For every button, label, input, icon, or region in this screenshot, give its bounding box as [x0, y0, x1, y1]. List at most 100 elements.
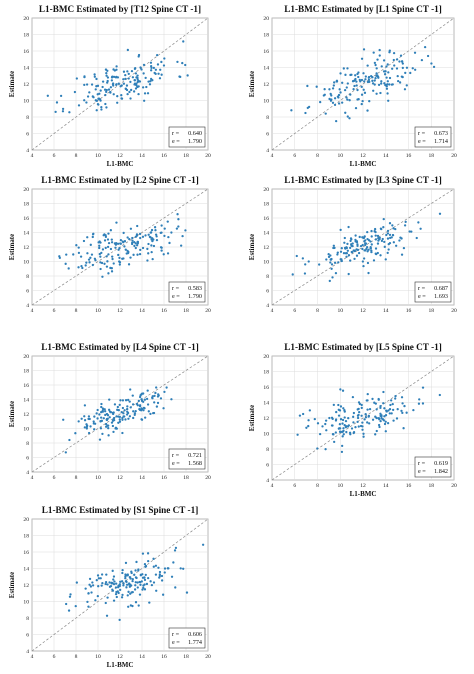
data-point	[338, 409, 342, 412]
data-point	[348, 431, 352, 434]
data-point	[104, 234, 107, 237]
data-point	[358, 402, 361, 406]
data-point	[151, 79, 154, 82]
data-point	[384, 258, 387, 261]
data-point	[335, 119, 338, 123]
data-point	[323, 88, 326, 91]
data-point	[138, 80, 141, 83]
data-point	[112, 68, 115, 71]
data-point	[375, 408, 378, 411]
data-point	[327, 255, 331, 259]
data-point	[378, 237, 381, 241]
data-point	[122, 78, 125, 81]
data-point	[398, 81, 402, 84]
data-point	[405, 84, 408, 87]
data-point	[355, 254, 359, 257]
data-point	[316, 447, 319, 450]
data-point	[139, 394, 142, 397]
data-point	[122, 70, 126, 73]
data-point	[401, 66, 404, 70]
data-point	[338, 423, 342, 426]
e-label: e =	[172, 639, 180, 646]
data-point	[125, 586, 128, 589]
data-point	[362, 88, 365, 91]
data-point	[321, 425, 324, 428]
data-point	[135, 560, 138, 564]
data-point	[119, 242, 122, 245]
data-point	[373, 79, 376, 82]
data-point	[122, 582, 125, 585]
data-point	[401, 402, 404, 405]
data-point	[184, 229, 187, 232]
data-point	[347, 272, 350, 276]
data-point	[115, 427, 118, 430]
data-point	[100, 402, 103, 406]
data-point	[356, 248, 360, 252]
data-point	[85, 261, 88, 264]
data-point	[92, 96, 95, 99]
data-point	[98, 413, 101, 416]
data-point	[151, 258, 154, 261]
data-point	[375, 416, 378, 420]
y-tick-label: 4	[26, 148, 29, 154]
data-point	[404, 71, 407, 75]
x-axis-label: L1-BMC	[350, 490, 377, 498]
data-point	[95, 412, 98, 415]
r-value: 0.673	[434, 130, 448, 137]
data-point	[186, 74, 189, 77]
data-point	[139, 66, 142, 69]
data-point	[350, 427, 354, 430]
r-label: r =	[172, 285, 180, 292]
data-point	[369, 246, 372, 249]
data-point	[75, 244, 78, 247]
data-point	[161, 593, 165, 596]
data-point	[374, 247, 378, 250]
data-point	[343, 416, 346, 419]
data-point	[107, 434, 110, 437]
data-point	[363, 91, 367, 94]
data-point	[104, 425, 108, 428]
data-point	[127, 72, 130, 76]
data-point	[392, 227, 395, 230]
data-point	[46, 94, 49, 97]
data-point	[121, 406, 125, 410]
data-point	[138, 252, 142, 256]
data-point	[99, 577, 102, 580]
data-point	[405, 411, 408, 414]
data-point	[374, 234, 377, 237]
data-point	[342, 433, 345, 436]
data-point	[96, 84, 100, 87]
data-point	[163, 571, 166, 574]
data-point	[101, 85, 104, 89]
data-point	[344, 247, 347, 250]
data-point	[101, 581, 104, 585]
data-point	[306, 84, 309, 88]
data-point	[143, 99, 146, 102]
data-point	[131, 236, 134, 240]
data-point	[139, 236, 142, 240]
data-point	[339, 91, 342, 94]
x-tick-label: 8	[75, 308, 78, 314]
x-tick-label: 16	[161, 308, 167, 314]
data-point	[117, 591, 120, 595]
data-point	[362, 435, 365, 438]
data-point	[125, 84, 129, 87]
data-point	[374, 415, 377, 418]
data-point	[128, 415, 132, 418]
data-point	[423, 46, 427, 49]
data-point	[109, 585, 113, 588]
data-point	[135, 233, 139, 236]
data-point	[104, 246, 107, 250]
data-point	[342, 252, 346, 255]
x-tick-label: 18	[428, 483, 434, 489]
data-point	[158, 77, 162, 80]
x-tick-label: 14	[139, 654, 145, 660]
data-point	[138, 405, 142, 408]
data-point	[116, 95, 119, 98]
data-point	[170, 231, 173, 234]
data-point	[61, 107, 65, 111]
data-point	[110, 270, 114, 273]
data-point	[334, 272, 338, 275]
data-point	[402, 246, 406, 250]
data-point	[383, 245, 386, 248]
